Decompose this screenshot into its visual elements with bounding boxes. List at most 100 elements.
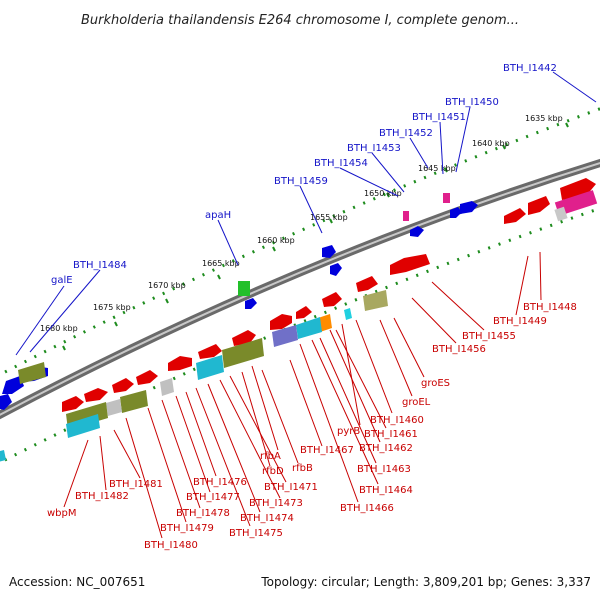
gene-label[interactable]: rfbD: [262, 466, 284, 477]
gene-block[interactable]: [318, 314, 332, 332]
leader-line: [63, 439, 89, 508]
gene-block[interactable]: [0, 450, 6, 462]
gene-label[interactable]: BTH_I1452: [379, 128, 433, 139]
gene-block[interactable]: [160, 378, 174, 396]
gene-arrow[interactable]: [0, 394, 12, 410]
gene-label[interactable]: BTH_I1451: [412, 112, 466, 123]
gene-arrow[interactable]: [136, 370, 158, 385]
gene-label[interactable]: BTH_I1459: [274, 176, 328, 187]
gene-arrow[interactable]: [460, 201, 478, 214]
scale-label: 1635 kbp: [525, 114, 563, 123]
leader-line: [125, 417, 163, 539]
gene-block[interactable]: [18, 362, 46, 384]
gene-label[interactable]: BTH_I1462: [359, 443, 413, 454]
gene-block[interactable]: [443, 193, 450, 203]
gene-label[interactable]: BTH_I1463: [357, 464, 411, 475]
gene-block[interactable]: [554, 190, 598, 216]
gene-label[interactable]: BTH_I1456: [432, 344, 486, 355]
gene-arrow[interactable]: [112, 378, 134, 393]
leader-line: [455, 106, 471, 173]
gene-block[interactable]: [106, 399, 122, 416]
scale-label: 1660 kbp: [257, 236, 295, 245]
gene-arrow[interactable]: [410, 226, 424, 237]
gene-label[interactable]: BTH_I1442: [503, 63, 557, 74]
gene-block[interactable]: [222, 338, 264, 368]
gene-label[interactable]: rfbB: [292, 463, 313, 474]
leader-line: [515, 255, 529, 316]
gene-label[interactable]: BTH_I1478: [176, 508, 230, 519]
gene-label[interactable]: BTH_I1448: [523, 302, 577, 313]
gene-block[interactable]: [296, 317, 322, 339]
gene-arrow[interactable]: [270, 314, 292, 330]
gene-label[interactable]: BTH_I1449: [493, 316, 547, 327]
leader-line: [241, 371, 271, 467]
gene-label[interactable]: rfbA: [260, 451, 281, 462]
gene-arrow[interactable]: [84, 388, 108, 402]
gene-label[interactable]: BTH_I1476: [193, 477, 247, 488]
gene-block[interactable]: [363, 290, 388, 311]
leader-line: [299, 185, 323, 234]
leader-line: [185, 391, 217, 477]
gene-arrow[interactable]: [62, 396, 84, 412]
genome-summary-text: Topology: circular; Length: 3,809,201 bp…: [260, 575, 591, 589]
gene-block[interactable]: [554, 206, 568, 222]
red-labels: BTH_I1448 BTH_I1449 BTH_I1455 BTH_I1456 …: [47, 302, 577, 551]
gene-label[interactable]: groES: [421, 378, 450, 389]
gene-label[interactable]: BTH_I1481: [109, 479, 163, 490]
gene-label[interactable]: groEL: [402, 397, 431, 408]
gene-label[interactable]: BTH_I1482: [75, 491, 129, 502]
gene-arrow[interactable]: [504, 208, 526, 224]
gene-block[interactable]: [120, 390, 148, 413]
gene-arrow[interactable]: [168, 356, 192, 371]
gene-block[interactable]: [238, 281, 250, 296]
gene-label[interactable]: BTH_I1450: [445, 97, 499, 108]
red-leader-lines: [63, 251, 542, 539]
gene-label[interactable]: BTH_I1480: [144, 540, 198, 551]
leader-line: [431, 281, 485, 331]
leader-line: [329, 329, 381, 443]
gene-label[interactable]: BTH_I1464: [359, 485, 413, 496]
gene-block[interactable]: [196, 355, 224, 380]
gene-arrow[interactable]: [2, 376, 24, 394]
leader-line: [29, 269, 101, 353]
gene-arrow[interactable]: [330, 263, 342, 276]
gene-label[interactable]: BTH_I1474: [240, 513, 294, 524]
gene-label[interactable]: apaH: [205, 210, 231, 221]
gene-arrow[interactable]: [296, 306, 312, 319]
gene-arrow[interactable]: [390, 254, 430, 275]
gene-label[interactable]: BTH_I1475: [229, 528, 283, 539]
gene-block[interactable]: [272, 325, 298, 347]
gene-label[interactable]: BTH_I1479: [160, 523, 214, 534]
gene-label[interactable]: BTH_I1467: [300, 445, 354, 456]
leader-line: [113, 429, 141, 479]
gene-label[interactable]: BTH_I1473: [249, 498, 303, 509]
gene-label[interactable]: pyrB: [337, 426, 360, 437]
gene-arrow[interactable]: [528, 196, 550, 215]
gene-arrow[interactable]: [322, 245, 336, 258]
leader-line: [539, 251, 542, 301]
gene-label[interactable]: BTH_I1460: [370, 415, 424, 426]
gene-arrow[interactable]: [322, 292, 342, 307]
gene-arrow[interactable]: [356, 276, 378, 292]
gene-label[interactable]: BTH_I1477: [186, 492, 240, 503]
gene-label[interactable]: BTH_I1455: [462, 331, 516, 342]
gene-arrow[interactable]: [450, 207, 462, 218]
gene-label[interactable]: galE: [51, 275, 73, 286]
gene-label[interactable]: BTH_I1484: [73, 260, 127, 271]
gene-label[interactable]: BTH_I1453: [347, 143, 401, 154]
tick: [444, 167, 448, 173]
gene-label[interactable]: BTH_I1461: [364, 429, 418, 440]
gene-label[interactable]: BTH_I1471: [264, 482, 318, 493]
leader-line: [355, 319, 393, 414]
leader-line: [379, 319, 413, 397]
gene-arrow[interactable]: [198, 344, 222, 359]
gene-block[interactable]: [403, 211, 409, 221]
gene-block[interactable]: [66, 414, 100, 438]
gene-block[interactable]: [344, 308, 352, 320]
gene-label[interactable]: BTH_I1454: [314, 158, 368, 169]
gene-arrow[interactable]: [245, 298, 257, 309]
scale-label: 1655 kbp: [310, 213, 348, 222]
gene-label[interactable]: wbpM: [47, 508, 77, 519]
gene-label[interactable]: BTH_I1466: [340, 503, 394, 514]
